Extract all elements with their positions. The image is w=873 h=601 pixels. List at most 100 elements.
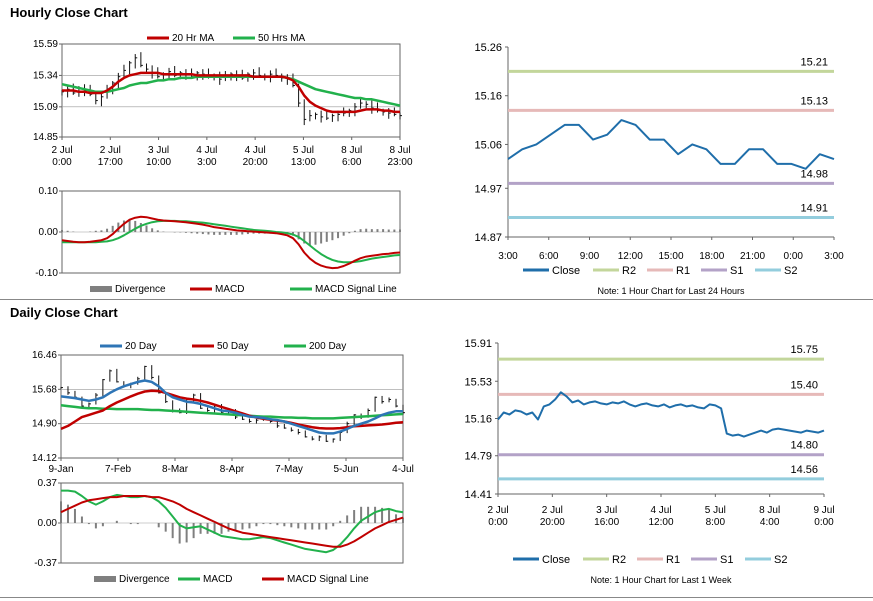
hourly-24h-x-tick: 3:00 — [498, 251, 518, 262]
hourly-24h-level-label-r1: 15.13 — [800, 95, 828, 107]
hourly-price-x-tick: 23:00 — [387, 157, 412, 168]
daily-macd-y-tick: 0.00 — [38, 518, 58, 529]
hourly-price-x-tick: 4 Jul — [245, 145, 266, 156]
daily-ma200-line — [60, 403, 404, 420]
daily-price-x-tick: 7-May — [275, 464, 303, 475]
hourly-price-x-tick: 3 Jul — [148, 145, 169, 156]
daily-macd-y-tick: -0.37 — [34, 558, 57, 569]
hourly-price-x-tick: 8 Jul — [341, 145, 362, 156]
hourly-price-x-tick: 8 Jul — [389, 145, 410, 156]
daily-section-title: Daily Close Chart — [10, 305, 118, 320]
hourly-section-title: Hourly Close Chart — [10, 5, 128, 20]
hourly-macd-legend-label: Divergence — [115, 284, 166, 295]
daily-macd-legend-label: MACD — [203, 574, 232, 585]
daily-week-legend-label: Close — [542, 554, 570, 566]
daily-price-x-tick: 8-Mar — [162, 464, 189, 475]
daily-price-y-tick: 14.90 — [32, 419, 57, 430]
bottom-divider — [0, 597, 873, 598]
daily-price-y-tick: 14.12 — [32, 453, 57, 464]
hourly-24h-level-label-s1: 14.98 — [800, 168, 828, 180]
daily-ma20-line — [60, 379, 403, 435]
hourly-24h-y-tick: 14.87 — [474, 232, 502, 244]
hourly-price-x-tick: 13:00 — [291, 157, 316, 168]
daily-week-y-tick: 15.16 — [464, 414, 492, 426]
hourly-24h-y-tick: 15.06 — [474, 139, 502, 151]
daily-price-legend-label: 20 Day — [125, 341, 157, 352]
hourly-signal-line — [62, 219, 401, 264]
daily-week-x-tick: 2 Jul — [542, 505, 563, 516]
daily-week-x-tick: 5 Jul — [705, 505, 726, 516]
daily-week-legend-label: S2 — [774, 554, 787, 566]
daily-price-x-tick: 5-Jun — [333, 464, 358, 475]
hourly-macd-y-tick: -0.10 — [35, 268, 58, 279]
hourly-24h-note: Note: 1 Hour Chart for Last 24 Hours — [597, 286, 745, 296]
daily-week-x-tick: 4 Jul — [650, 505, 671, 516]
daily-week-x-tick: 9 Jul — [813, 505, 834, 516]
daily-week-legend-label: R2 — [612, 554, 626, 566]
daily-week-x-tick: 0:00 — [814, 517, 834, 528]
hourly-macd-y-tick: 0.10 — [39, 186, 59, 197]
daily-week-x-tick: 8 Jul — [759, 505, 780, 516]
hourly-price-x-tick: 2 Jul — [51, 145, 72, 156]
hourly-price-x-tick: 6:00 — [342, 157, 362, 168]
hourly-24h-y-tick: 14.97 — [474, 183, 502, 195]
daily-price-frame — [60, 354, 404, 459]
hourly-macd-legend-label: MACD — [215, 284, 244, 295]
hourly-24h-x-tick: 12:00 — [618, 251, 643, 262]
daily-price-y-tick: 16.46 — [32, 350, 57, 361]
hourly-24h-y-tick: 15.26 — [474, 42, 502, 54]
hourly-price-x-tick: 17:00 — [98, 157, 123, 168]
hourly-24h-x-tick: 21:00 — [740, 251, 765, 262]
daily-week-x-tick: 3 Jul — [596, 505, 617, 516]
hourly-24h-x-tick: 0:00 — [784, 251, 804, 262]
hourly-price-x-tick: 4 Jul — [196, 145, 217, 156]
hourly-24h-x-tick: 18:00 — [699, 251, 724, 262]
daily-week-y-tick: 14.41 — [464, 489, 492, 501]
daily-week-note: Note: 1 Hour Chart for Last 1 Week — [591, 575, 732, 585]
daily-week-x-tick: 2 Jul — [487, 505, 508, 516]
hourly-24h-x-tick: 3:00 — [824, 251, 844, 262]
hourly-macd-line — [61, 215, 401, 270]
daily-week-level-label-r1: 15.40 — [790, 379, 818, 391]
hourly-price-legend-label: 50 Hrs MA — [258, 33, 306, 44]
hourly-24h-legend-label: S2 — [784, 265, 797, 277]
daily-week-level-label-s1: 14.80 — [790, 440, 818, 452]
hourly-24h-level-label-r2: 15.21 — [800, 56, 828, 68]
daily-week-y-tick: 15.53 — [464, 376, 492, 388]
hourly-24h-legend-label: Close — [552, 265, 580, 277]
hourly-24h-legend-label: R1 — [676, 265, 690, 277]
daily-price-x-tick: 7-Feb — [105, 464, 132, 475]
hourly-price-y-tick: 15.34 — [33, 70, 58, 81]
daily-price-legend-label: 200 Day — [309, 341, 346, 352]
hourly-ma50-line — [61, 75, 401, 107]
hourly-price-x-tick: 0:00 — [52, 157, 72, 168]
hourly-24h-x-tick: 6:00 — [539, 251, 559, 262]
daily-week-x-tick: 0:00 — [488, 517, 508, 528]
daily-week-level-label-r2: 15.75 — [790, 344, 818, 356]
daily-macd-legend-label: MACD Signal Line — [287, 574, 369, 585]
daily-price-x-tick: 8-Apr — [220, 464, 245, 475]
daily-week-close-line — [497, 391, 825, 438]
daily-price-x-tick: 4-Jul — [392, 464, 414, 475]
daily-week-x-tick: 20:00 — [540, 517, 565, 528]
daily-week-y-tick: 15.91 — [464, 338, 492, 350]
hourly-price-x-tick: 5 Jul — [293, 145, 314, 156]
hourly-price-y-tick: 15.09 — [33, 102, 58, 113]
hourly-price-legend-label: 20 Hr MA — [172, 33, 215, 44]
daily-price-x-tick: 9-Jan — [48, 464, 73, 475]
daily-ma50-line — [60, 389, 404, 431]
section-divider — [0, 299, 873, 300]
hourly-price-x-tick: 2 Jul — [100, 145, 121, 156]
daily-week-x-tick: 4:00 — [760, 517, 780, 528]
daily-week-legend-label: R1 — [666, 554, 680, 566]
hourly-24h-level-label-s2: 14.91 — [800, 203, 828, 215]
hourly-24h-legend-label: S1 — [730, 265, 743, 277]
daily-week-legend-label: S1 — [720, 554, 733, 566]
hourly-24h-x-tick: 15:00 — [658, 251, 683, 262]
hourly-24h-close-line — [507, 119, 835, 170]
hourly-24h-legend-label: R2 — [622, 265, 636, 277]
hourly-price-x-tick: 10:00 — [146, 157, 171, 168]
daily-week-x-tick: 8:00 — [706, 517, 726, 528]
daily-macd-line — [61, 489, 404, 554]
